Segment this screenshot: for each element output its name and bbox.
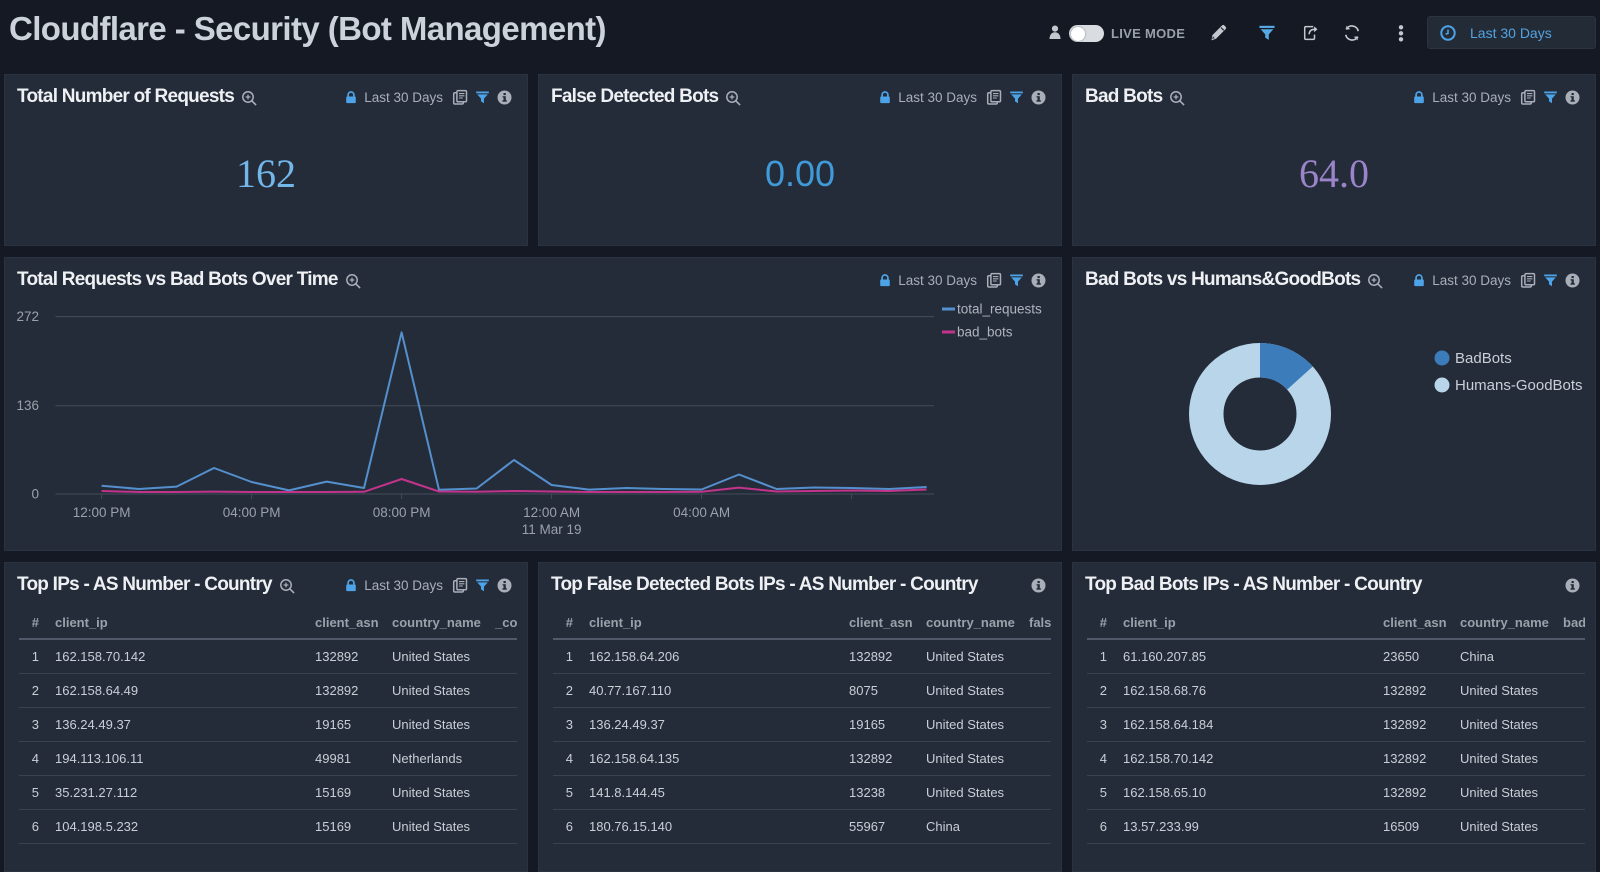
svg-text:12:00 PM: 12:00 PM bbox=[73, 505, 131, 520]
svg-text:08:00 PM: 08:00 PM bbox=[373, 505, 431, 520]
svg-text:total_requests: total_requests bbox=[957, 302, 1042, 317]
svg-text:BadBots: BadBots bbox=[1455, 350, 1512, 367]
svg-text:04:00 AM: 04:00 AM bbox=[673, 505, 730, 520]
svg-text:136: 136 bbox=[16, 398, 39, 413]
svg-text:11 Mar 19: 11 Mar 19 bbox=[522, 522, 582, 537]
svg-text:272: 272 bbox=[16, 309, 39, 324]
svg-text:0: 0 bbox=[31, 487, 39, 502]
svg-text:12:00 AM: 12:00 AM bbox=[523, 505, 580, 520]
svg-text:Humans-GoodBots: Humans-GoodBots bbox=[1455, 377, 1583, 394]
svg-text:04:00 PM: 04:00 PM bbox=[223, 505, 281, 520]
svg-text:bad_bots: bad_bots bbox=[957, 325, 1013, 340]
